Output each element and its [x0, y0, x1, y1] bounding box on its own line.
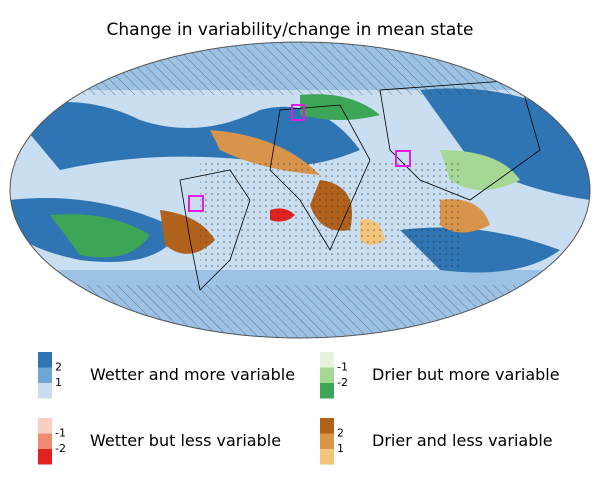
- legend-label: Drier but more variable: [372, 365, 560, 384]
- map: [10, 42, 590, 338]
- legend-swatch: [38, 418, 52, 434]
- legend-level: -1: [55, 427, 66, 440]
- legend: 2 1 Wetter and more variable -1 -2 Drier but …: [38, 352, 560, 465]
- legend-swatch: [38, 433, 52, 449]
- legend-level: 1: [337, 442, 344, 455]
- legend-swatch: [38, 352, 52, 368]
- legend-level: 2: [337, 427, 344, 440]
- legend-swatch: [320, 367, 334, 383]
- title: Change in variability/change in mean sta…: [107, 20, 474, 40]
- legend-swatch: [320, 352, 334, 368]
- legend-swatch: [320, 418, 334, 434]
- legend-level: -2: [55, 442, 66, 455]
- legend-swatch: [38, 449, 52, 465]
- legend-label: Drier and less variable: [372, 431, 553, 450]
- legend-level: 1: [55, 376, 62, 389]
- legend-level: -2: [337, 376, 348, 389]
- legend-level: 2: [55, 361, 62, 374]
- legend-swatch: [320, 383, 334, 399]
- legend-level: -1: [337, 361, 348, 374]
- legend-label: Wetter but less variable: [90, 431, 281, 450]
- legend-swatch: [38, 383, 52, 399]
- legend-label: Wetter and more variable: [90, 365, 295, 384]
- legend-swatch: [320, 433, 334, 449]
- legend-swatch: [38, 367, 52, 383]
- legend-swatch: [320, 449, 334, 465]
